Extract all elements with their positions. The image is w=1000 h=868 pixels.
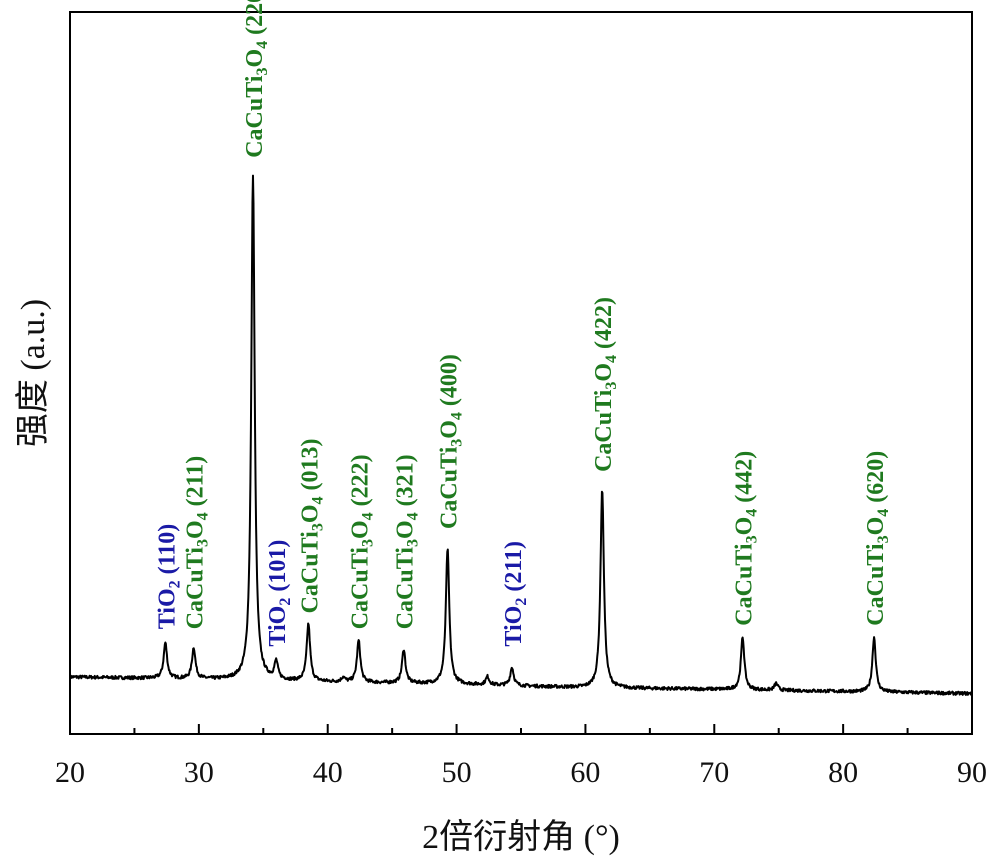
peak-label-tio2-101: TiO2 (101) [265,540,294,647]
peak-label-cacuti3o4-620: CaCuTi3O4 (620) [863,451,892,626]
peak-label-cacuti3o4-400: CaCuTi3O4 (400) [437,354,466,529]
peak-label-cacuti3o4-442: CaCuTi3O4 (442) [732,451,761,626]
x-axis-title: 2倍衍射角 (°) [422,818,620,856]
peak-label-cacuti3o4-222: CaCuTi3O4 (222) [348,454,377,629]
x-axis: 20 30 40 50 60 70 80 90 [55,724,987,789]
x-tick-label: 40 [313,756,343,789]
peak-labels: TiO2 (110) CaCuTi3O4 (211) CaCuTi3O4 (220)… [154,0,892,647]
x-tick-label: 60 [570,756,600,789]
peak-label-cacuti3o4-422: CaCuTi3O4 (422) [591,297,620,472]
peak-label-cacuti3o4-211: CaCuTi3O4 (211) [183,456,212,630]
x-tick-label: 70 [699,756,729,789]
peak-label-cacuti3o4-013: CaCuTi3O4 (013) [297,438,326,613]
y-axis-title: 强度 (a.u.) [14,299,52,447]
peak-label-tio2-211: TiO2 (211) [501,541,530,647]
x-tick-label: 30 [184,756,214,789]
peak-label-cacuti3o4-220: CaCuTi3O4 (220) [242,0,271,158]
peak-label-cacuti3o4-321: CaCuTi3O4 (321) [393,454,422,629]
x-tick-label: 50 [442,756,472,789]
x-tick-label: 80 [828,756,858,789]
peak-label-tio2-110: TiO2 (110) [154,524,183,630]
x-tick-label: 20 [55,756,85,789]
x-tick-label: 90 [957,756,987,789]
xrd-pattern-line [69,174,973,696]
